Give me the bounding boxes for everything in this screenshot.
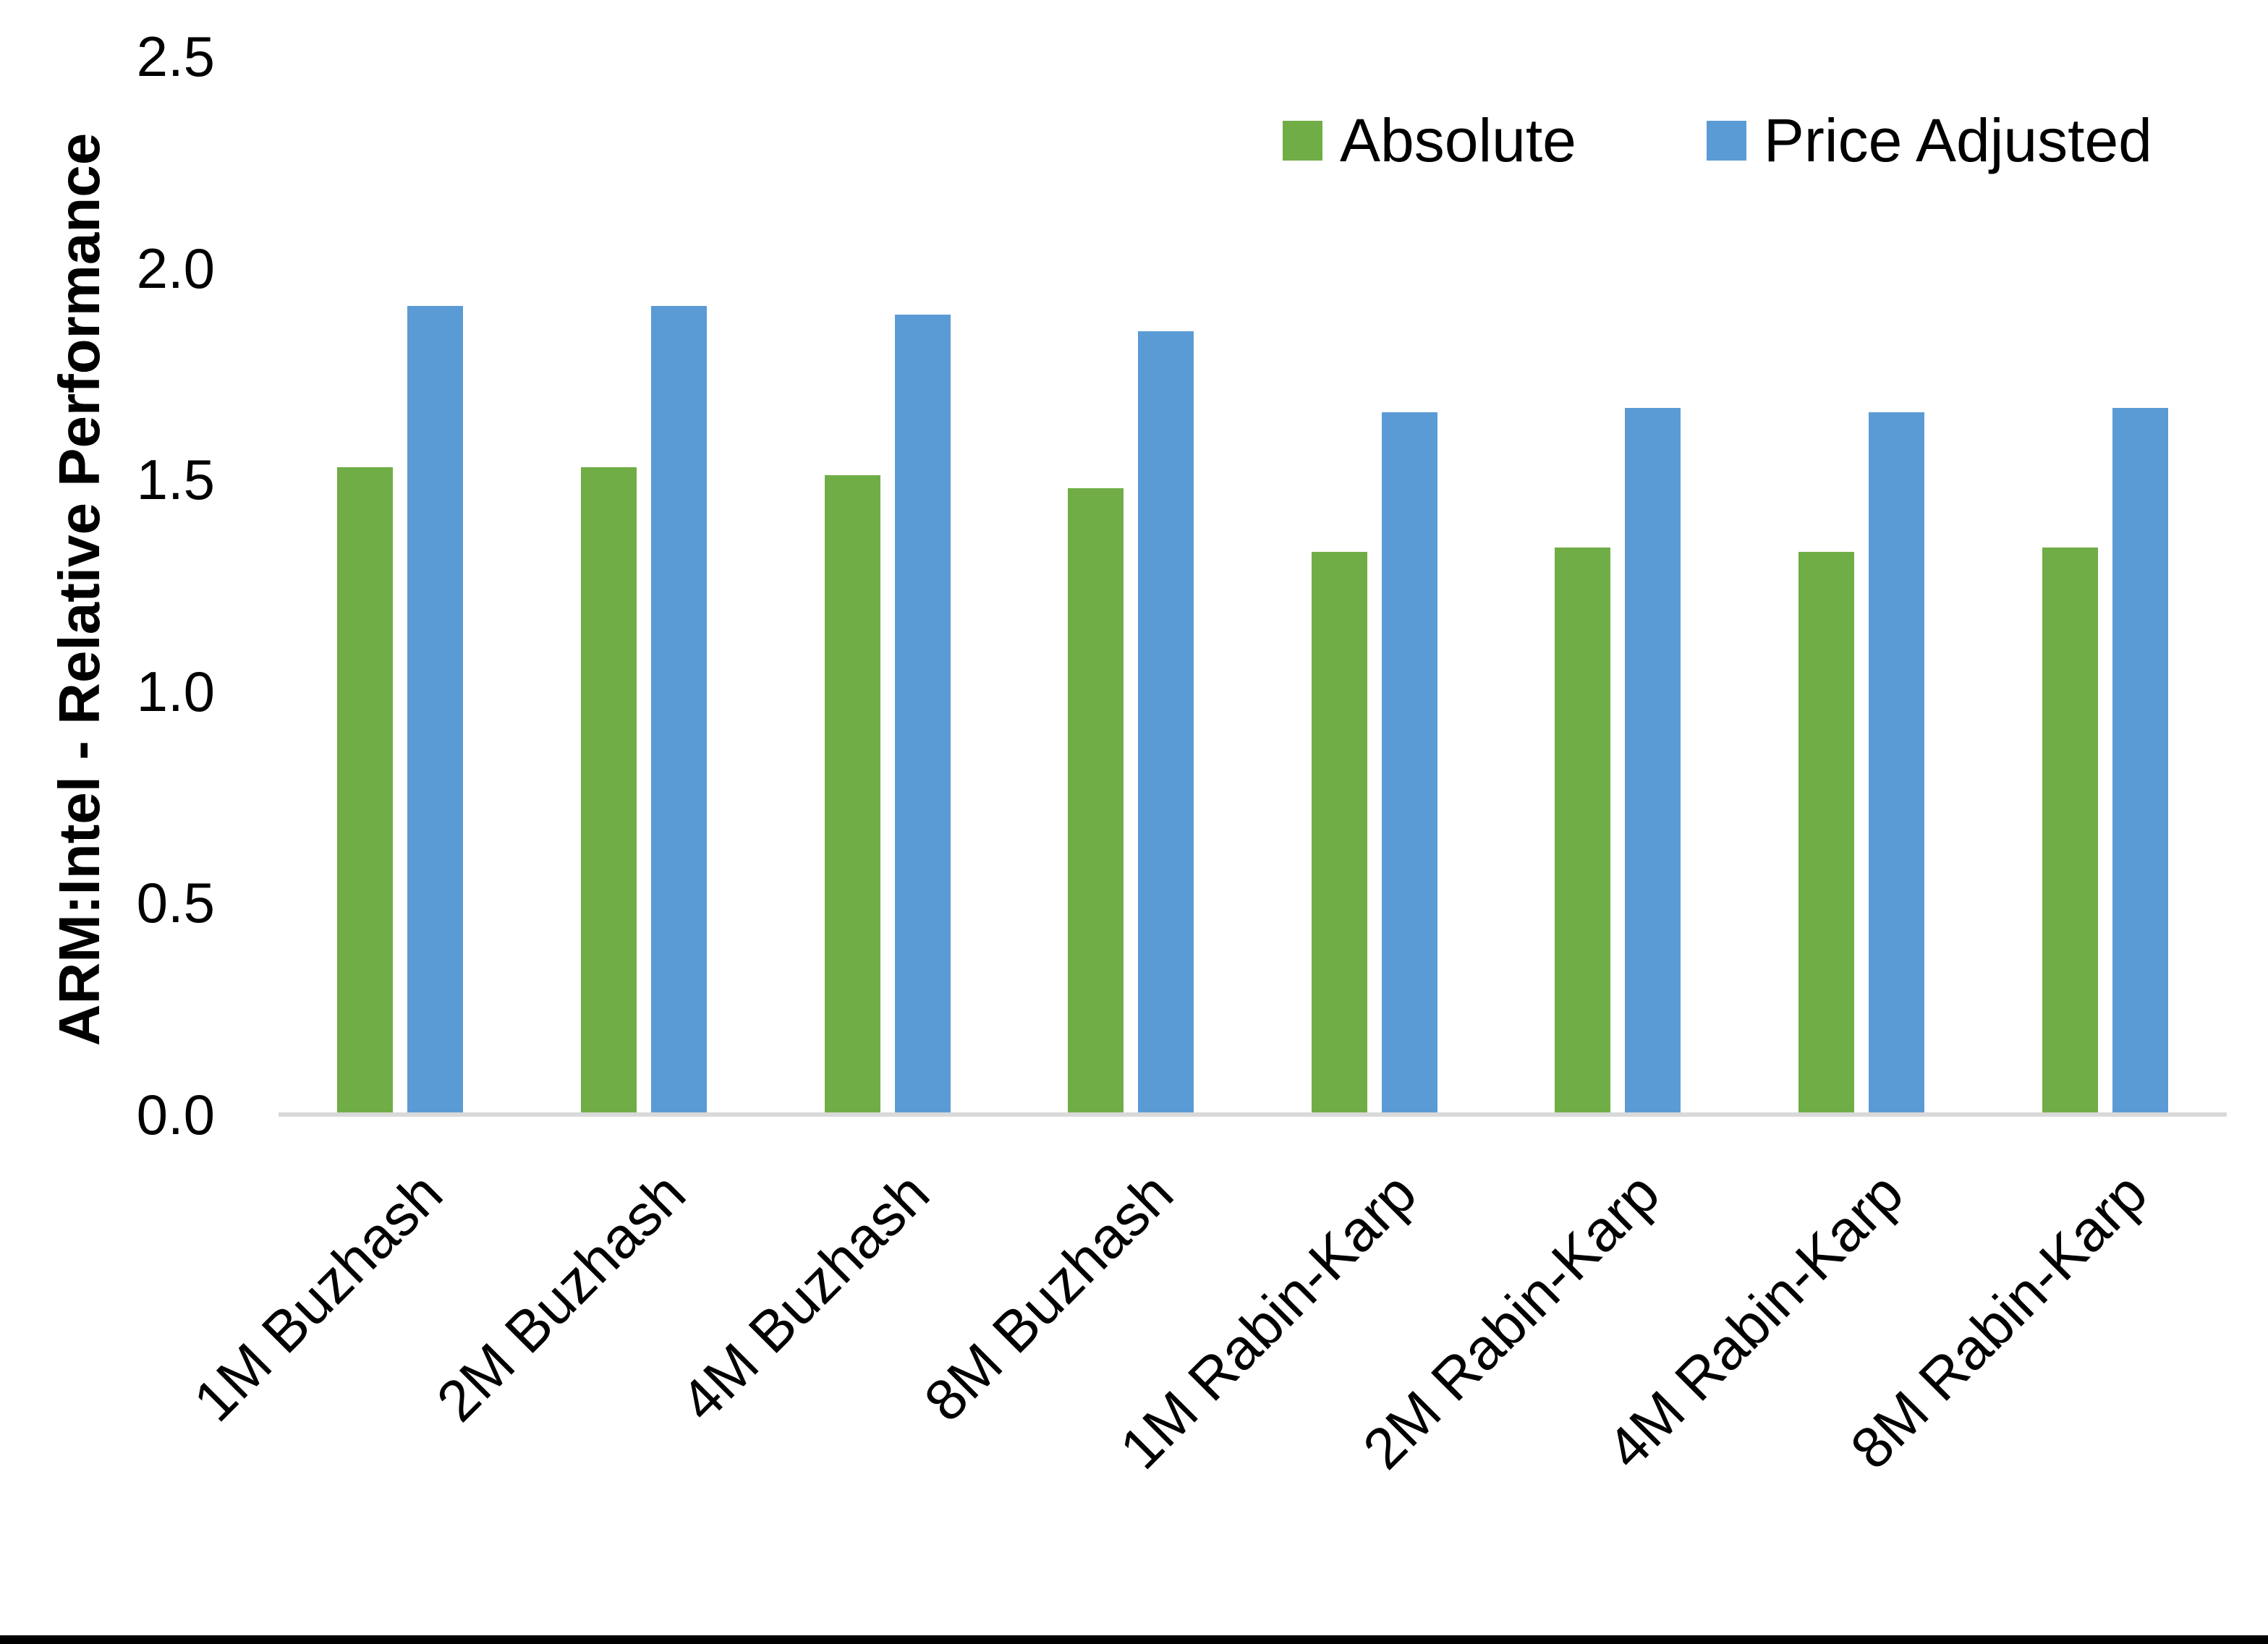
- bar-price-adjusted-4m-buzhash: [894, 314, 951, 1115]
- y-tick-label: 1.0: [136, 659, 215, 723]
- bar-absolute-4m-buzhash: [824, 475, 880, 1115]
- x-axis-label-8m-buzhash: 8M Buzhash: [912, 1160, 1185, 1434]
- bar-absolute-2m-buzhash: [580, 467, 637, 1115]
- y-tick-label: 2.5: [136, 25, 215, 88]
- bar-price-adjusted-8m-buzhash: [1138, 331, 1194, 1115]
- figure-bottom-border: [0, 1635, 2268, 1644]
- y-tick-label: 0.0: [136, 1083, 215, 1146]
- bar-absolute-4m-rabin-karp: [1798, 551, 1855, 1115]
- legend-swatch-price-adjusted: [1706, 120, 1746, 161]
- bar-absolute-8m-buzhash: [1068, 487, 1124, 1115]
- bar-price-adjusted-8m-rabin-karp: [2112, 407, 2168, 1115]
- x-axis-label-2m-buzhash: 2M Buzhash: [424, 1160, 698, 1434]
- bar-price-adjusted-2m-rabin-karp: [1625, 407, 1681, 1115]
- bar-price-adjusted-2m-buzhash: [650, 306, 707, 1115]
- y-tick-label: 2.0: [136, 236, 215, 300]
- bar-absolute-2m-rabin-karp: [1555, 547, 1611, 1115]
- legend-item-price-adjusted: Price Adjusted: [1706, 106, 2152, 174]
- bar-absolute-1m-buzhash: [337, 467, 394, 1115]
- bar-absolute-8m-rabin-karp: [2042, 547, 2098, 1115]
- bar-price-adjusted-1m-buzhash: [407, 306, 464, 1115]
- y-tick-label: 0.5: [136, 871, 215, 935]
- legend: Absolute Price Adjusted: [1283, 110, 2152, 171]
- legend-swatch-absolute: [1283, 120, 1322, 161]
- bar-price-adjusted-1m-rabin-karp: [1381, 412, 1437, 1115]
- x-axis-baseline: [279, 1112, 2227, 1117]
- legend-item-absolute: Absolute: [1283, 110, 1576, 171]
- x-axis-label-4m-buzhash: 4M Buzhash: [668, 1160, 941, 1434]
- legend-label-price-adjusted: Price Adjusted: [1763, 106, 2152, 174]
- legend-label-absolute: Absolute: [1340, 106, 1576, 174]
- bar-price-adjusted-4m-rabin-karp: [1869, 412, 1925, 1115]
- y-tick-label: 1.5: [136, 448, 215, 512]
- x-axis-label-1m-buzhash: 1M Buzhash: [181, 1160, 454, 1434]
- bar-absolute-1m-rabin-karp: [1311, 551, 1367, 1115]
